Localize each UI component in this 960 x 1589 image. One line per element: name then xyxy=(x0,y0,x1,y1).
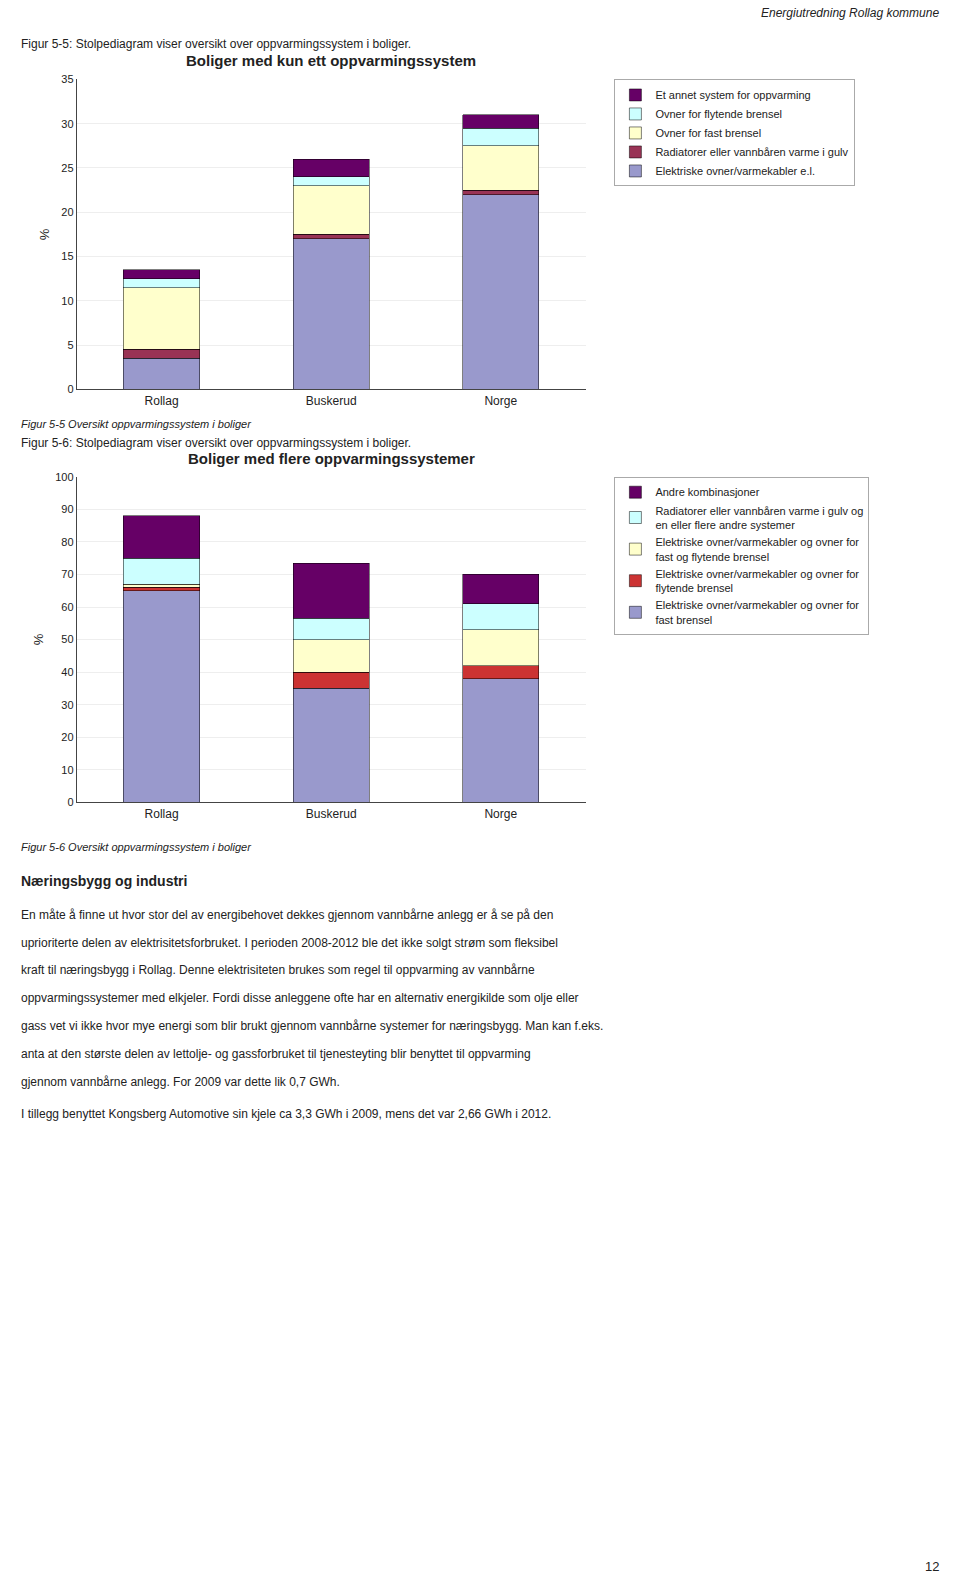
svg-text:50: 50 xyxy=(61,633,73,645)
svg-text:Radiatorer eller vannbåren var: Radiatorer eller vannbåren varme i gulv xyxy=(655,146,848,158)
svg-text:30: 30 xyxy=(61,699,73,711)
svg-text:Figur 5-6 Oversikt oppvarmings: Figur 5-6 Oversikt oppvarmingssystem i b… xyxy=(21,841,252,853)
svg-text:Norge: Norge xyxy=(484,807,517,821)
svg-text:Figur 5-5 Oversikt oppvarmings: Figur 5-5 Oversikt oppvarmingssystem i b… xyxy=(21,418,252,430)
svg-text:kraft til næringsbygg i Rollag: kraft til næringsbygg i Rollag. Denne el… xyxy=(21,963,535,977)
svg-text:100: 100 xyxy=(55,471,73,483)
svg-text:Elektriske ovner/varmekabler o: Elektriske ovner/varmekabler og ovner fo… xyxy=(655,568,859,594)
svg-text:gjennom vannbårne anlegg. For: gjennom vannbårne anlegg. For 2009 var d… xyxy=(21,1075,340,1089)
svg-text:Elektriske ovner/varmekabler o: Elektriske ovner/varmekabler og ovner fo… xyxy=(655,599,859,625)
svg-text:20: 20 xyxy=(61,731,73,743)
svg-text:80: 80 xyxy=(61,536,73,548)
svg-text:Boliger med kun ett oppvarming: Boliger med kun ett oppvarmingssystem xyxy=(186,52,476,69)
svg-text:90: 90 xyxy=(61,503,73,515)
svg-text:12: 12 xyxy=(925,1559,939,1574)
svg-text:Energiutredning Rollag kommune: Energiutredning Rollag kommune xyxy=(761,6,939,20)
svg-text:uprioriterte delen av elektris: uprioriterte delen av elektrisitetsforbr… xyxy=(21,936,558,950)
svg-text:anta at den største delen av l: anta at den største delen av lettolje- o… xyxy=(21,1047,531,1061)
svg-text:Boliger med flere oppvarmingss: Boliger med flere oppvarmingssystemer xyxy=(188,450,475,467)
svg-text:Buskerud: Buskerud xyxy=(306,394,357,408)
svg-text:Buskerud: Buskerud xyxy=(306,807,357,821)
svg-text:Radiatorer eller vannbåren var: Radiatorer eller vannbåren varme i gulv … xyxy=(655,505,863,531)
svg-text:Ovner for fast brensel: Ovner for fast brensel xyxy=(655,127,761,139)
svg-text:35: 35 xyxy=(61,73,73,85)
svg-text:%: % xyxy=(31,633,46,645)
svg-text:Næringsbygg og industri: Næringsbygg og industri xyxy=(21,873,187,889)
svg-text:oppvarmingssystemer med elkjel: oppvarmingssystemer med elkjeler. Fordi … xyxy=(21,991,579,1005)
svg-text:10: 10 xyxy=(61,764,73,776)
svg-text:30: 30 xyxy=(61,118,73,130)
svg-text:70: 70 xyxy=(61,568,73,580)
svg-text:0: 0 xyxy=(67,796,73,808)
svg-text:Rollag: Rollag xyxy=(145,807,179,821)
svg-text:gass vet vi ikke hvor mye ener: gass vet vi ikke hvor mye energi som bli… xyxy=(21,1019,603,1033)
svg-text:40: 40 xyxy=(61,666,73,678)
svg-text:20: 20 xyxy=(61,206,73,218)
svg-text:5: 5 xyxy=(67,339,73,351)
svg-text:En måte å finne ut hvor stor d: En måte å finne ut hvor stor del av ener… xyxy=(21,908,553,922)
svg-text:Rollag: Rollag xyxy=(145,394,179,408)
svg-text:25: 25 xyxy=(61,162,73,174)
svg-text:Norge: Norge xyxy=(484,394,517,408)
svg-text:I tillegg benyttet Kongsberg A: I tillegg benyttet Kongsberg Automotive … xyxy=(21,1107,551,1121)
svg-text:Elektriske ovner/varmekabler o: Elektriske ovner/varmekabler og ovner fo… xyxy=(655,536,859,562)
svg-text:Et annet system for oppvarming: Et annet system for oppvarming xyxy=(655,89,810,101)
svg-text:0: 0 xyxy=(67,383,73,395)
svg-text:Figur 5-6: Stolpediagram viser: Figur 5-6: Stolpediagram viser oversikt … xyxy=(21,436,411,450)
svg-text:Elektriske ovner/varmekabler e: Elektriske ovner/varmekabler e.l. xyxy=(655,165,815,177)
svg-text:15: 15 xyxy=(61,250,73,262)
svg-text:Figur 5-5: Stolpediagram viser: Figur 5-5: Stolpediagram viser oversikt … xyxy=(21,37,411,51)
svg-text:Andre kombinasjoner: Andre kombinasjoner xyxy=(655,486,759,498)
svg-text:%: % xyxy=(37,228,52,240)
svg-text:Ovner for flytende brensel: Ovner for flytende brensel xyxy=(655,108,782,120)
svg-text:60: 60 xyxy=(61,601,73,613)
svg-text:10: 10 xyxy=(61,295,73,307)
